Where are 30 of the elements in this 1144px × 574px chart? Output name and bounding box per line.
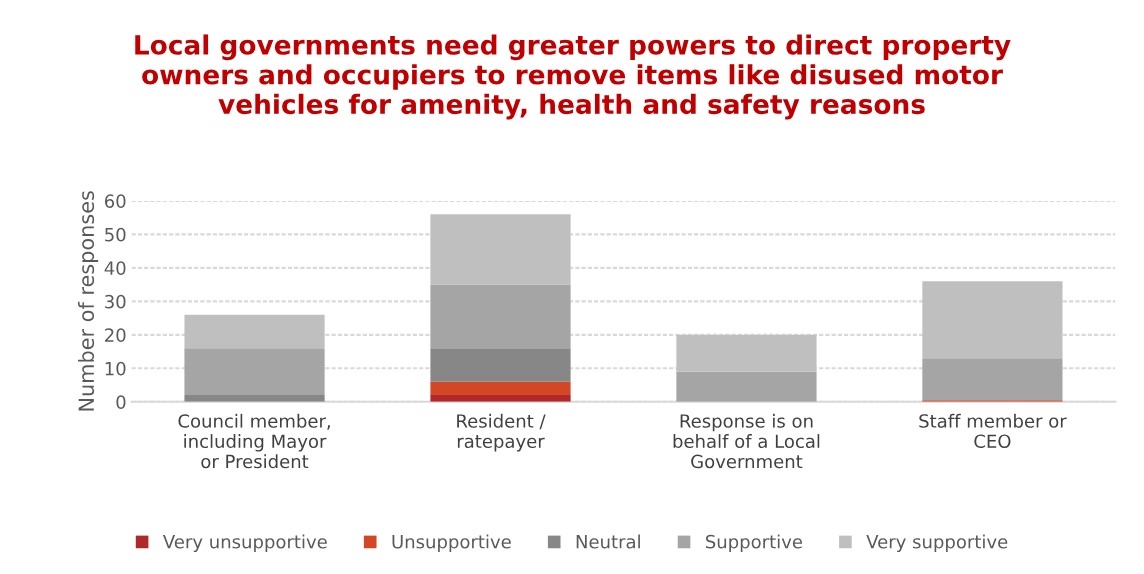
bar — [430, 381, 571, 396]
bar — [184, 395, 325, 402]
y-tick-label: 40 — [104, 261, 126, 275]
legend-label: Supportive — [705, 534, 803, 553]
bar — [676, 371, 817, 402]
bar — [430, 284, 571, 349]
y-axis-title: Number of responses — [78, 191, 99, 411]
bar — [430, 348, 571, 382]
chart-title: Local governments need greater powers to direct property owners and occupiers to remove items like disused motor vehicles for amenity, health and safety reasons — [135, 34, 1011, 120]
bar — [922, 281, 1063, 359]
x-tick-label: Staff member or CEO — [919, 413, 1067, 449]
legend-label: Neutral — [576, 534, 640, 549]
bar — [922, 358, 1063, 401]
bar — [430, 214, 571, 285]
bar — [676, 334, 817, 372]
x-tick-label: Response is on behalf of a Local Government — [673, 413, 820, 469]
y-tick-label: 30 — [105, 294, 126, 309]
legend-label: Very supportive — [866, 534, 1008, 553]
y-tick-label: 60 — [104, 194, 126, 209]
y-tick-label: 0 — [116, 395, 126, 409]
y-tick-label: 20 — [105, 328, 126, 342]
bar — [430, 395, 571, 402]
legend-label: Unsupportive — [392, 534, 511, 553]
x-tick-label: Resident / ratepayer — [457, 413, 546, 452]
y-tick-label: 10 — [105, 361, 126, 376]
x-tick-label: Council member, including Mayor or President — [178, 413, 330, 469]
legend-label: Very unsupportive — [163, 534, 327, 553]
bar — [184, 314, 325, 349]
y-tick-label: 50 — [105, 227, 126, 242]
bar — [184, 348, 325, 396]
